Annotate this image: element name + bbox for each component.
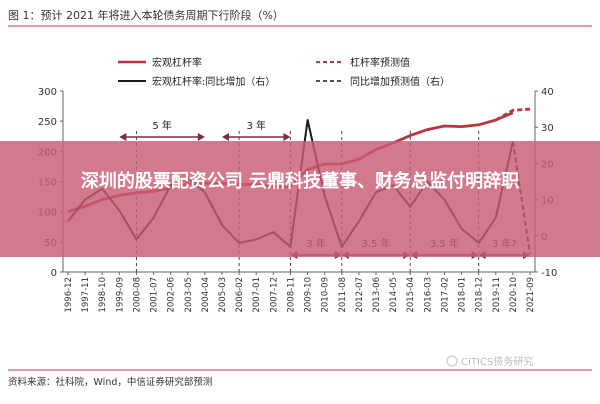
cycle-arrowhead-left	[222, 133, 229, 141]
legend-label-leverage: 宏观杠杆率	[152, 56, 202, 69]
x-tick-label: 2012-07	[355, 277, 365, 313]
x-tick-label: 2006-02	[235, 277, 245, 313]
x-tick-label: 2002-06	[167, 277, 177, 313]
x-tick-label: 2018-12	[475, 277, 485, 313]
x-tick-label: 1997-11	[81, 277, 91, 313]
x-tick-label: 2011-08	[338, 277, 348, 313]
x-tick-label: 2014-05	[389, 277, 399, 313]
x-tick-label: 2018-01	[458, 277, 468, 313]
legend-label-leverage-forecast: 杠杆率预测值	[350, 56, 410, 69]
watermark-text: CITICS债务研究	[461, 355, 533, 368]
headline-text: 深圳的股票配资公司 云鼎科技董事、财务总监付明辞职	[80, 171, 520, 192]
cycle-arrowhead-right	[197, 133, 205, 141]
x-tick-label: 2015-04	[406, 277, 416, 313]
x-tick-label: 2001-07	[150, 277, 160, 313]
x-tick-label: 2020-10	[509, 277, 519, 313]
chart-legend: 宏观杠杆率 杠杆率预测值 宏观杠杆率:同比增加（右） 同比增加预测值（右）	[118, 56, 450, 88]
x-tick-label: 2010-09	[321, 277, 331, 313]
x-tick-label: 1998-10	[98, 277, 108, 313]
x-tick-label: 2003-05	[184, 277, 194, 313]
watermark-logo-icon	[446, 355, 458, 367]
cycle-arrowhead-right	[283, 133, 291, 141]
x-tick-label: 2009-10	[304, 277, 314, 313]
x-tick-label: 2008-11	[286, 277, 296, 313]
source-note: 资料来源：社科院，Wind，中信证券研究部预测	[8, 376, 212, 388]
y-left-tick-label: 300	[38, 87, 57, 98]
x-tick-label: 2019-11	[492, 277, 502, 313]
y-right-tick-label: -10	[541, 268, 557, 279]
x-tick-label: 2016-03	[423, 277, 433, 313]
cycle-arrowhead-left	[119, 133, 127, 141]
y-right-tick-label: 40	[541, 87, 554, 98]
y-left-tick-label: 250	[38, 117, 57, 128]
cycle-label: 5 年	[152, 119, 172, 132]
legend-label-yoy-forecast: 同比增加预测值（右）	[350, 75, 450, 88]
x-tick-label: 1996-12	[64, 277, 74, 313]
legend-label-yoy: 宏观杠杆率:同比增加（右）	[152, 75, 275, 88]
x-tick-label: 2013-06	[372, 277, 382, 313]
headline-banner: 深圳的股票配资公司 云鼎科技董事、财务总监付明辞职	[0, 141, 600, 257]
x-tick-label: 2007-12	[269, 277, 279, 313]
y-left-tick-label: 0	[51, 268, 57, 279]
y-right-tick-label: 30	[541, 123, 554, 134]
x-tick-label: 2021-09	[526, 277, 536, 313]
cycle-label: 3 年	[246, 119, 266, 132]
x-tick-label: 2017-02	[440, 277, 450, 313]
x-tick-label: 2000-08	[132, 277, 142, 313]
figure-title: 图 1：预计 2021 年将进入本轮债务周期下行阶段（%）	[8, 8, 284, 22]
x-tick-label: 2004-04	[201, 277, 211, 313]
series-line-1	[495, 107, 531, 122]
x-tick-label: 1999-09	[115, 277, 125, 313]
x-tick-label: 2005-03	[218, 277, 228, 313]
x-tick-label: 2007-01	[252, 277, 262, 313]
